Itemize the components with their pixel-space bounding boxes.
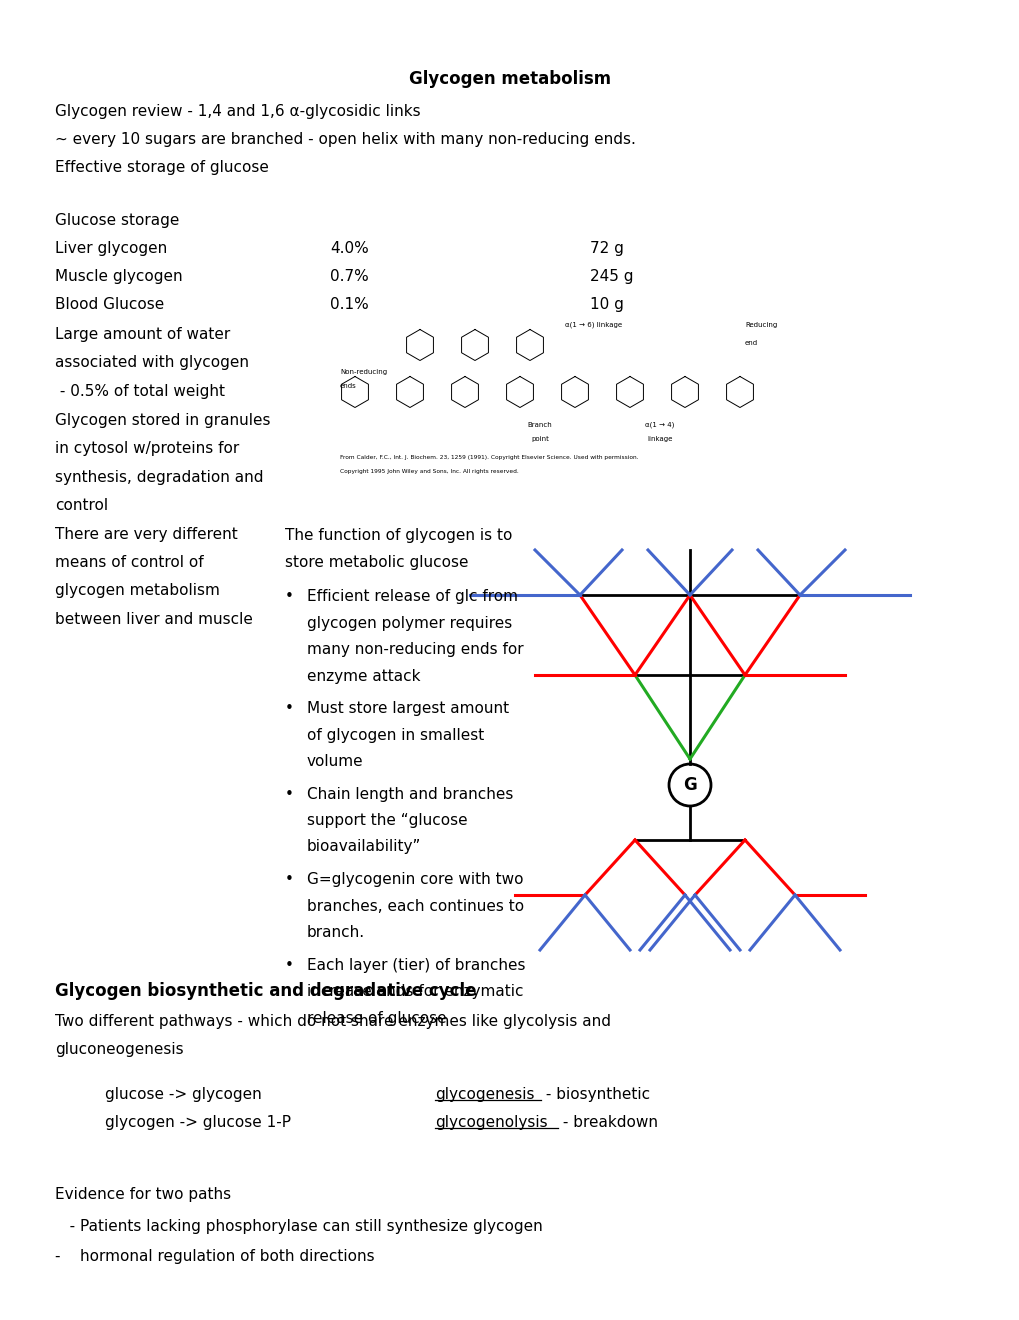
- Text: between liver and muscle: between liver and muscle: [55, 612, 253, 627]
- Text: -    hormonal regulation of both directions: - hormonal regulation of both directions: [55, 1249, 374, 1265]
- Text: Chain length and branches: Chain length and branches: [307, 787, 513, 801]
- Text: glycogenesis: glycogenesis: [434, 1086, 534, 1102]
- Text: Two different pathways - which do not share enzymes like glycolysis and: Two different pathways - which do not sh…: [55, 1014, 610, 1030]
- Text: α(1 → 4): α(1 → 4): [645, 422, 674, 429]
- Text: G: G: [683, 776, 696, 795]
- Text: glucose -> glycogen: glucose -> glycogen: [105, 1086, 262, 1102]
- Text: store metabolic glucose: store metabolic glucose: [284, 554, 468, 569]
- Text: Glucose storage: Glucose storage: [55, 213, 179, 228]
- Text: Must store largest amount: Must store largest amount: [307, 701, 508, 715]
- Text: Glycogen stored in granules: Glycogen stored in granules: [55, 413, 270, 428]
- Text: Blood Glucose: Blood Glucose: [55, 297, 164, 312]
- Text: •: •: [284, 589, 293, 605]
- Text: many non-reducing ends for: many non-reducing ends for: [307, 642, 523, 657]
- Text: 72 g: 72 g: [589, 242, 624, 256]
- Text: - Patients lacking phosphorylase can still synthesize glycogen: - Patients lacking phosphorylase can sti…: [55, 1218, 542, 1234]
- Text: Glycogen review - 1,4 and 1,6 α-glycosidic links: Glycogen review - 1,4 and 1,6 α-glycosid…: [55, 104, 420, 119]
- Text: From Calder, F.C., Int. J. Biochem. 23, 1259 (1991). Copyright Elsevier Science.: From Calder, F.C., Int. J. Biochem. 23, …: [339, 455, 638, 459]
- Text: branches, each continues to: branches, each continues to: [307, 899, 524, 913]
- Text: α(1 → 6) linkage: α(1 → 6) linkage: [565, 322, 622, 329]
- Text: Glycogen biosynthetic and degradative cycle: Glycogen biosynthetic and degradative cy…: [55, 982, 476, 1001]
- Text: 245 g: 245 g: [589, 269, 633, 284]
- Text: Liver glycogen: Liver glycogen: [55, 242, 167, 256]
- Text: Glycogen metabolism: Glycogen metabolism: [409, 70, 610, 88]
- Text: ends: ends: [339, 383, 357, 389]
- Text: glycogenolysis: glycogenolysis: [434, 1115, 547, 1130]
- Text: Branch: Branch: [527, 422, 552, 428]
- Text: end: end: [744, 341, 757, 346]
- Text: release of glucose: release of glucose: [307, 1011, 446, 1026]
- Text: linkage: linkage: [647, 436, 672, 442]
- Text: glycogen -> glucose 1-P: glycogen -> glucose 1-P: [105, 1115, 290, 1130]
- Text: associated with glycogen: associated with glycogen: [55, 355, 249, 371]
- Text: 0.7%: 0.7%: [330, 269, 369, 284]
- Text: enzyme attack: enzyme attack: [307, 668, 420, 684]
- Text: of glycogen in smallest: of glycogen in smallest: [307, 727, 484, 743]
- Text: 0.1%: 0.1%: [330, 297, 369, 312]
- Text: Non-reducing: Non-reducing: [339, 370, 387, 375]
- Text: glycogen polymer requires: glycogen polymer requires: [307, 615, 512, 631]
- Text: control: control: [55, 498, 108, 513]
- Text: Effective storage of glucose: Effective storage of glucose: [55, 160, 269, 176]
- Text: point: point: [531, 436, 548, 442]
- Text: branch.: branch.: [307, 925, 365, 940]
- Text: 10 g: 10 g: [589, 297, 624, 312]
- Text: support the “glucose: support the “glucose: [307, 813, 467, 828]
- Text: in cytosol w/proteins for: in cytosol w/proteins for: [55, 441, 239, 455]
- Text: •: •: [284, 787, 293, 801]
- Text: Evidence for two paths: Evidence for two paths: [55, 1187, 231, 1203]
- Text: Copyright 1995 John Wiley and Sons, Inc. All rights reserved.: Copyright 1995 John Wiley and Sons, Inc.…: [339, 469, 519, 474]
- Text: Each layer (tier) of branches: Each layer (tier) of branches: [307, 957, 525, 973]
- Text: The function of glycogen is to: The function of glycogen is to: [284, 528, 512, 543]
- Text: •: •: [284, 957, 293, 973]
- Text: glycogen metabolism: glycogen metabolism: [55, 583, 220, 598]
- Text: 4.0%: 4.0%: [330, 242, 369, 256]
- Text: bioavailability”: bioavailability”: [307, 840, 421, 854]
- Text: - 0.5% of total weight: - 0.5% of total weight: [55, 384, 225, 399]
- Text: Reducing: Reducing: [744, 322, 776, 327]
- Text: synthesis, degradation and: synthesis, degradation and: [55, 470, 263, 484]
- Text: - biosynthetic: - biosynthetic: [540, 1086, 649, 1102]
- Text: •: •: [284, 701, 293, 715]
- Text: Efficient release of glc from: Efficient release of glc from: [307, 589, 518, 605]
- Text: Muscle glycogen: Muscle glycogen: [55, 269, 182, 284]
- Text: volume: volume: [307, 754, 363, 770]
- Text: means of control of: means of control of: [55, 554, 204, 570]
- Text: - breakdown: - breakdown: [557, 1115, 657, 1130]
- Text: Large amount of water: Large amount of water: [55, 327, 230, 342]
- Text: ~ every 10 sugars are branched - open helix with many non-reducing ends.: ~ every 10 sugars are branched - open he…: [55, 132, 635, 147]
- Text: gluconeogenesis: gluconeogenesis: [55, 1041, 183, 1057]
- Text: G=glycogenin core with two: G=glycogenin core with two: [307, 873, 523, 887]
- Text: There are very different: There are very different: [55, 527, 237, 541]
- Text: •: •: [284, 873, 293, 887]
- Text: increase ends for enzymatic: increase ends for enzymatic: [307, 983, 523, 999]
